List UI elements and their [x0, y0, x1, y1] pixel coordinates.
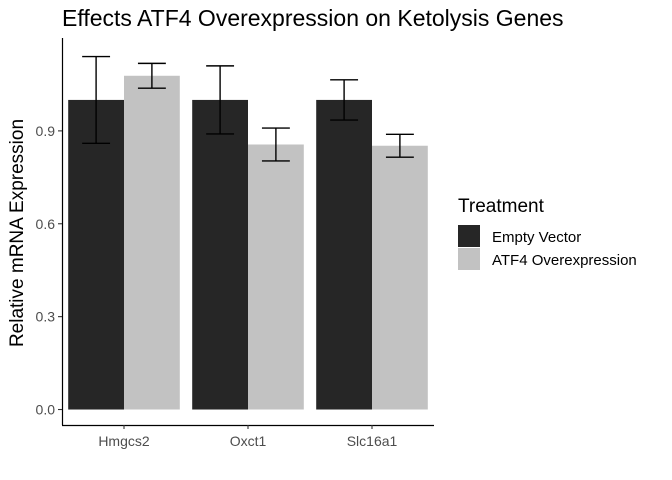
- y-tick-label: 0.9: [36, 123, 56, 139]
- error-bar: [385, 133, 414, 158]
- legend: Treatment Empty Vector ATF4 Overexpressio…: [458, 196, 637, 270]
- x-tick-label: Slc16a1: [347, 433, 398, 449]
- x-tick-label: Hmgcs2: [98, 433, 150, 449]
- error-bar: [206, 65, 235, 135]
- bar: [124, 75, 180, 410]
- error-bar: [261, 127, 290, 162]
- bar: [372, 145, 428, 410]
- x-tick-label: Oxct1: [230, 433, 267, 449]
- plot-area: [68, 55, 428, 410]
- legend-swatch: [458, 248, 480, 270]
- bar: [316, 99, 372, 410]
- legend-title: Treatment: [458, 196, 545, 217]
- chart-title: Effects ATF4 Overexpression on Ketolysis…: [62, 5, 564, 31]
- legend-label: Empty Vector: [492, 229, 581, 246]
- legend-item: ATF4 Overexpression: [458, 248, 637, 270]
- bar: [248, 144, 304, 410]
- y-axis-title: Relative mRNA Expression: [7, 119, 28, 347]
- error-bar: [137, 62, 166, 89]
- error-bar: [330, 79, 359, 121]
- legend-swatch: [458, 225, 480, 247]
- legend-label: ATF4 Overexpression: [492, 252, 637, 269]
- bar: [68, 99, 124, 410]
- bar: [192, 99, 248, 410]
- legend-item: Empty Vector: [458, 225, 581, 247]
- y-tick-label: 0.3: [36, 309, 56, 325]
- y-axis-ticks: 0.0 0.3 0.6 0.9: [36, 123, 62, 418]
- y-tick-label: 0.0: [36, 402, 56, 418]
- y-tick-label: 0.6: [36, 216, 56, 232]
- error-bar: [82, 55, 111, 144]
- x-axis-ticks: Hmgcs2 Oxct1 Slc16a1: [98, 425, 398, 449]
